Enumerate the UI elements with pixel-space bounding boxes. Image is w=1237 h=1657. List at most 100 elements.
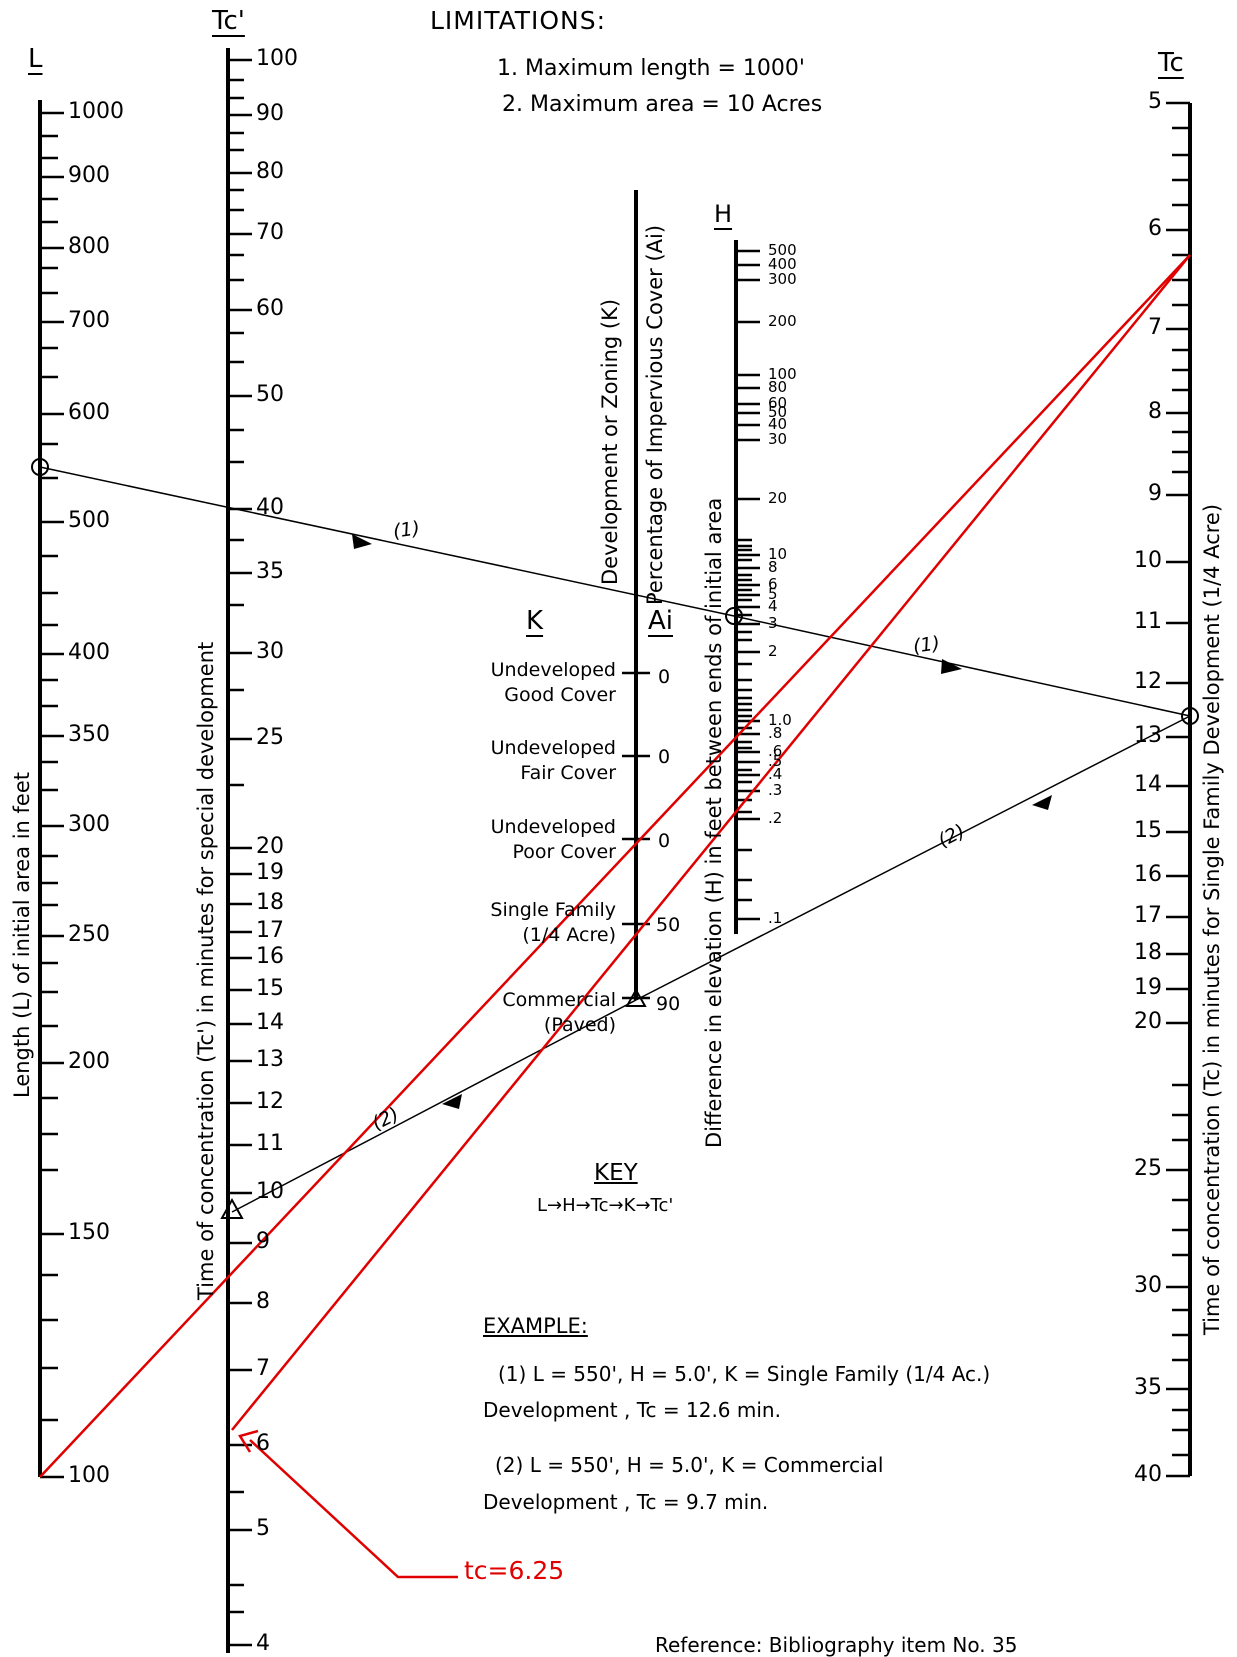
path-1-line xyxy=(39,466,735,617)
tcp-tick-label: 20 xyxy=(256,834,284,859)
annotation-tc: tc=6.25 xyxy=(464,1556,565,1585)
l-tick-label: 800 xyxy=(68,234,110,259)
limitation-2: 2. Maximum area = 10 Acres xyxy=(502,92,823,117)
arrow-1b xyxy=(941,659,962,674)
tcp-tick-label: 9 xyxy=(256,1229,270,1254)
point-h-5 xyxy=(725,607,743,625)
l-tick-label: 150 xyxy=(68,1220,110,1245)
example-1-line-a: (1) L = 550', H = 5.0', K = Single Famil… xyxy=(498,1362,991,1386)
ai-value-fair: 0 xyxy=(658,746,671,768)
h-tick-label: 100 xyxy=(768,365,797,383)
l-tick-label: 600 xyxy=(68,400,110,425)
axis-label-l: Length (L) of initial area in feet xyxy=(10,771,34,1098)
l-tick-label: 900 xyxy=(68,163,110,188)
tcp-tick-label: 70 xyxy=(256,220,284,245)
h-tick-label: 500 xyxy=(768,241,797,259)
tc-tick-label: 19 xyxy=(1134,975,1162,1000)
tcp-tick-label: 40 xyxy=(256,495,284,520)
tcp-tick-label: 5 xyxy=(256,1516,270,1541)
arrow-2a xyxy=(1032,795,1052,810)
axis-label-h: Difference in elevation (H) in feet betw… xyxy=(702,497,726,1148)
tcp-tick-label: 8 xyxy=(256,1289,270,1314)
ai-value-commercial: 90 xyxy=(656,993,681,1015)
axis-header-h: H xyxy=(714,200,733,228)
path-2b-line xyxy=(231,999,637,1213)
tc-tick-label: 8 xyxy=(1148,399,1162,424)
tcp-tick-label: 50 xyxy=(256,382,284,407)
l-tick-label: 300 xyxy=(68,812,110,837)
example-2-line-a: (2) L = 550', H = 5.0', K = Commercial xyxy=(495,1453,884,1477)
tcp-tick-label: 30 xyxy=(256,639,284,664)
h-tick-label: 3 xyxy=(768,614,778,632)
h-tick-label: .3 xyxy=(768,781,783,799)
tcp-tick-label: 13 xyxy=(256,1047,284,1072)
k-item-commercial: Commercial (Paved) xyxy=(502,989,616,1036)
tc-tick-label: 11 xyxy=(1134,609,1162,634)
tcp-tick-label: 35 xyxy=(256,559,284,584)
tc-tick-label: 35 xyxy=(1134,1375,1162,1400)
h-tick-label: 2 xyxy=(768,642,778,660)
h-tick-label: .6 xyxy=(768,742,783,760)
tcp-tick-label: 17 xyxy=(256,918,284,943)
path-label-1b: (1) xyxy=(911,632,942,658)
tc-tick-label: 25 xyxy=(1134,1156,1162,1181)
tc-tick-label: 17 xyxy=(1134,903,1162,928)
point-tc-12-6 xyxy=(1181,707,1199,725)
axis-label-k: Development or Zoning (K) xyxy=(598,298,622,585)
example-title: EXAMPLE: xyxy=(483,1314,588,1338)
h-tick-label: 50 xyxy=(768,403,788,421)
h-tick-label: 10 xyxy=(768,545,788,563)
tcp-tick-label: 19 xyxy=(256,860,284,885)
h-tick-label: 30 xyxy=(768,430,788,448)
limitation-1: 1. Maximum length = 1000' xyxy=(497,56,805,81)
h-tick-label: 8 xyxy=(768,558,778,576)
axis-label-tcp: Time of concentration (Tc') in minutes f… xyxy=(194,641,218,1300)
limitations-title: LIMITATIONS: xyxy=(430,6,607,35)
tc-tick-label: 13 xyxy=(1134,723,1162,748)
tc-tick-label: 9 xyxy=(1148,481,1162,506)
l-tick-label: 700 xyxy=(68,308,110,333)
point-tcp-9-7 xyxy=(220,1197,244,1219)
axis-header-ai: Ai xyxy=(648,606,674,636)
h-tick-label: .2 xyxy=(768,809,783,827)
axis-header-tcp: Tc' xyxy=(212,6,245,36)
tc-tick-label: 15 xyxy=(1134,818,1162,843)
l-tick-label: 500 xyxy=(68,508,110,533)
tc-tick-label: 30 xyxy=(1134,1273,1162,1298)
h-tick-label: 80 xyxy=(768,378,788,396)
h-tick-label: 6 xyxy=(768,575,778,593)
tcp-tick-label: 12 xyxy=(256,1089,284,1114)
tc-tick-label: 6 xyxy=(1148,216,1162,241)
h-tick-label: 40 xyxy=(768,415,788,433)
ai-value-good: 0 xyxy=(658,666,671,688)
tc-tick-label: 7 xyxy=(1148,315,1162,340)
red-line-1 xyxy=(39,254,1191,1478)
h-tick-label: 5 xyxy=(768,585,778,603)
axis-header-k: K xyxy=(526,606,544,636)
tcp-tick-label: 80 xyxy=(256,159,284,184)
k-item-fair-cover: Undeveloped Fair Cover xyxy=(490,737,616,784)
tcp-tick-label: 15 xyxy=(256,976,284,1001)
path-1b-line xyxy=(733,615,1191,717)
k-item-good-cover: Undeveloped Good Cover xyxy=(490,659,616,706)
h-tick-label: 400 xyxy=(768,255,797,273)
path-label-1a: (1) xyxy=(391,517,422,543)
arrow-1a xyxy=(352,534,372,549)
tcp-tick-label: 4 xyxy=(256,1631,270,1656)
tcp-tick-label: 14 xyxy=(256,1010,284,1035)
key-sequence: L→H→Tc→K→Tc' xyxy=(537,1195,674,1216)
l-tick-label: 350 xyxy=(68,722,110,747)
axis-label-tc: Time of concentration (Tc) in minutes fo… xyxy=(1200,503,1224,1335)
tc-tick-label: 5 xyxy=(1148,89,1162,114)
axis-label-ai: Percentage of Impervious Cover (Ai) xyxy=(643,224,667,605)
tcp-tick-label: 6 xyxy=(256,1431,270,1456)
reference-note: Reference: Bibliography item No. 35 xyxy=(655,1633,1018,1657)
k-item-single-family: Single Family (1/4 Acre) xyxy=(490,899,616,946)
tc-tick-label: 14 xyxy=(1134,772,1162,797)
tc-tick-label: 12 xyxy=(1134,669,1162,694)
tcp-tick-label: 25 xyxy=(256,725,284,750)
axis-header-l: L xyxy=(28,44,43,74)
l-tick-label: 200 xyxy=(68,1049,110,1074)
h-tick-label: 20 xyxy=(768,489,788,507)
